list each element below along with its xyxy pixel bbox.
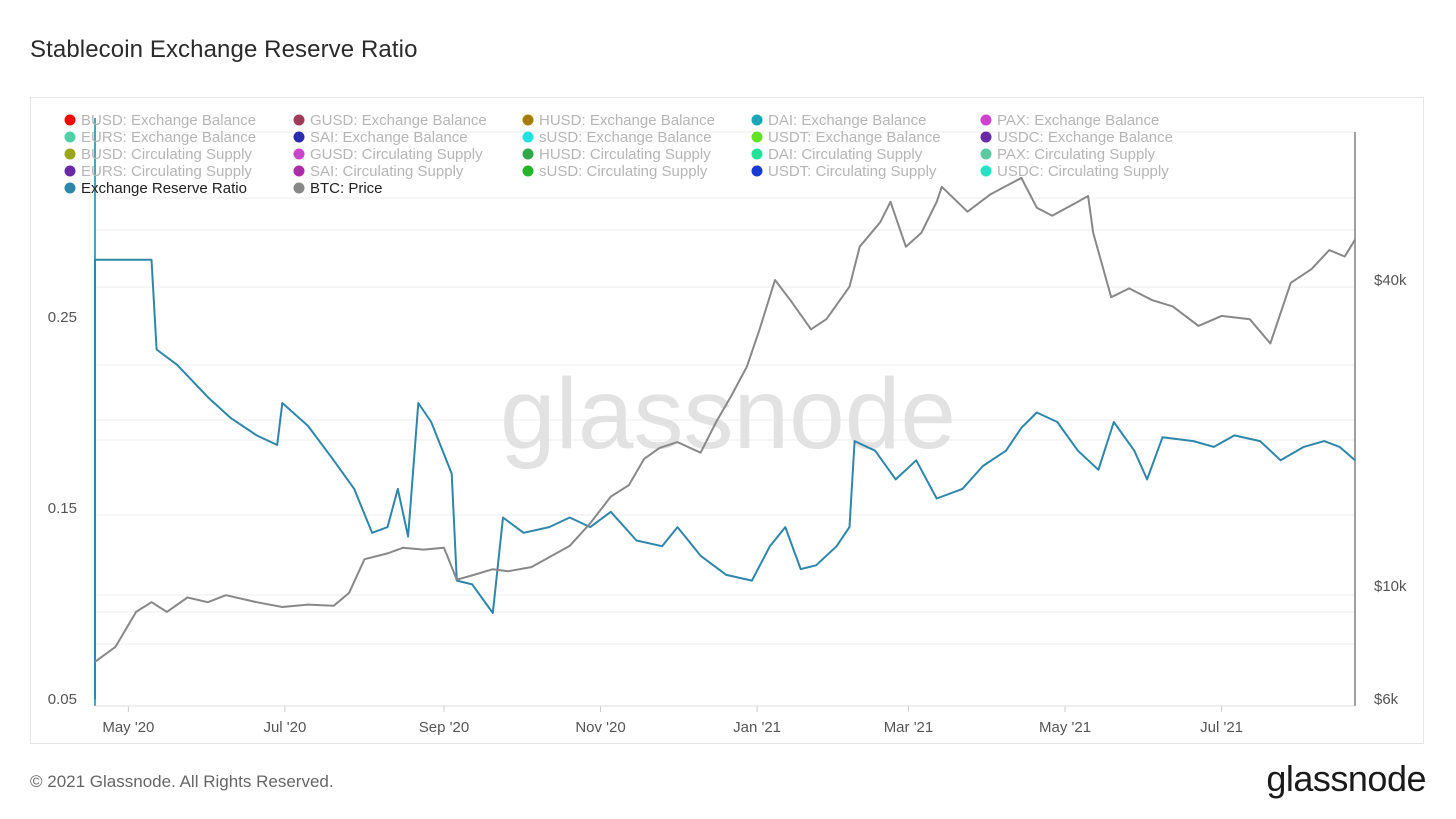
legend-item[interactable]: GUSD: Circulating Supply <box>293 146 484 163</box>
legend-swatch <box>293 131 305 143</box>
x-tick-label: Jan '21 <box>733 719 781 736</box>
legend-label: sUSD: Circulating Supply <box>539 163 708 180</box>
legend-swatch <box>751 148 763 160</box>
legend-swatch <box>293 114 305 126</box>
legend-item[interactable]: USDT: Circulating Supply <box>751 163 937 180</box>
x-tick-label: Jul '21 <box>1200 719 1243 736</box>
legend-swatch <box>293 182 305 194</box>
legend-item[interactable]: EURS: Circulating Supply <box>64 163 253 180</box>
legend-item[interactable]: BUSD: Exchange Balance <box>64 112 257 129</box>
y-right-tick-label: $40k <box>1374 272 1407 289</box>
legend-item[interactable]: USDT: Exchange Balance <box>751 129 941 146</box>
legend-item[interactable]: HUSD: Exchange Balance <box>522 112 715 129</box>
legend-label: DAI: Circulating Supply <box>768 146 923 163</box>
legend-label: GUSD: Exchange Balance <box>310 112 487 129</box>
chart-frame <box>30 97 1424 744</box>
legend-label: EURS: Circulating Supply <box>81 163 252 180</box>
legend-item[interactable]: BUSD: Circulating Supply <box>64 146 253 163</box>
y-right-tick-label: $6k <box>1374 691 1399 708</box>
legend-swatch <box>293 148 305 160</box>
legend-label: PAX: Circulating Supply <box>997 146 1156 163</box>
y-right-tick-label: $10k <box>1374 578 1407 595</box>
legend-item[interactable]: USDC: Circulating Supply <box>980 163 1170 180</box>
watermark: glassnode <box>500 358 956 470</box>
legend-item[interactable]: SAI: Exchange Balance <box>293 129 468 146</box>
legend-label: sUSD: Exchange Balance <box>539 129 712 146</box>
series-exchange-reserve-ratio <box>94 258 1356 699</box>
legend-label: GUSD: Circulating Supply <box>310 146 483 163</box>
legend-label: USDC: Circulating Supply <box>997 163 1169 180</box>
series-btc-price <box>94 176 1356 663</box>
legend-swatch <box>64 165 76 177</box>
legend-swatch <box>293 165 305 177</box>
x-axis-ticks: May '20 Jul '20 Sep '20 Nov '20 Jan '21 Mar '… <box>102 706 1243 736</box>
legend-swatch <box>522 114 534 126</box>
legend-item[interactable]: PAX: Exchange Balance <box>980 112 1160 129</box>
legend-item[interactable]: Exchange Reserve Ratio <box>64 180 247 197</box>
legend-item[interactable]: GUSD: Exchange Balance <box>293 112 487 129</box>
legend-item[interactable]: EURS: Exchange Balance <box>64 129 257 146</box>
x-tick-label: Nov '20 <box>575 719 625 736</box>
legend-label: SAI: Circulating Supply <box>310 163 464 180</box>
x-tick-label: Sep '20 <box>419 719 469 736</box>
legend-item[interactable]: HUSD: Circulating Supply <box>522 146 712 163</box>
legend-swatch <box>751 131 763 143</box>
grid-lines <box>95 131 1355 645</box>
y-axis-left: 0.25 0.15 0.05 <box>48 309 77 708</box>
y-left-tick-label: 0.05 <box>48 691 77 708</box>
legend-swatch <box>751 114 763 126</box>
legend-item[interactable]: DAI: Exchange Balance <box>751 112 927 129</box>
legend-label: BUSD: Circulating Supply <box>81 146 252 163</box>
legend-label: DAI: Exchange Balance <box>768 112 926 129</box>
legend-swatch <box>980 165 992 177</box>
legend-label: USDT: Circulating Supply <box>768 163 937 180</box>
legend-label: PAX: Exchange Balance <box>997 112 1159 129</box>
legend: BUSD: Exchange Balance GUSD: Exchange Bal… <box>64 112 1173 197</box>
legend-item[interactable]: PAX: Circulating Supply <box>980 146 1156 163</box>
legend-swatch <box>522 148 534 160</box>
legend-item[interactable]: sUSD: Circulating Supply <box>522 163 708 180</box>
legend-swatch <box>64 182 76 194</box>
legend-swatch <box>751 165 763 177</box>
y-left-tick-label: 0.15 <box>48 500 77 517</box>
legend-swatch <box>64 148 76 160</box>
legend-label: HUSD: Circulating Supply <box>539 146 711 163</box>
legend-swatch <box>980 131 992 143</box>
legend-swatch <box>980 114 992 126</box>
legend-label: HUSD: Exchange Balance <box>539 112 715 129</box>
legend-label: USDC: Exchange Balance <box>997 129 1173 146</box>
x-tick-label: Mar '21 <box>884 719 934 736</box>
legend-swatch <box>522 131 534 143</box>
legend-swatch <box>64 131 76 143</box>
legend-label: BTC: Price <box>310 180 383 197</box>
legend-swatch <box>522 165 534 177</box>
legend-item[interactable]: USDC: Exchange Balance <box>980 129 1173 146</box>
series-layer <box>94 176 1356 699</box>
legend-label: USDT: Exchange Balance <box>768 129 941 146</box>
legend-swatch <box>64 114 76 126</box>
y-left-tick-label: 0.25 <box>48 309 77 326</box>
x-tick-label: May '20 <box>102 719 154 736</box>
legend-label: BUSD: Exchange Balance <box>81 112 256 129</box>
legend-item[interactable]: SAI: Circulating Supply <box>293 163 464 180</box>
x-tick-label: May '21 <box>1039 719 1091 736</box>
legend-label: SAI: Exchange Balance <box>310 129 468 146</box>
legend-label: Exchange Reserve Ratio <box>81 180 247 197</box>
legend-swatch <box>980 148 992 160</box>
x-tick-label: Jul '20 <box>263 719 306 736</box>
legend-label: EURS: Exchange Balance <box>81 129 256 146</box>
legend-item[interactable]: BTC: Price <box>293 180 383 197</box>
copyright: © 2021 Glassnode. All Rights Reserved. <box>30 772 334 791</box>
y-axis-right: $40k $10k $6k <box>1374 272 1407 708</box>
brand-logo: glassnode <box>1266 758 1426 799</box>
legend-item[interactable]: DAI: Circulating Supply <box>751 146 923 163</box>
legend-item[interactable]: sUSD: Exchange Balance <box>522 129 712 146</box>
page-title: Stablecoin Exchange Reserve Ratio <box>30 36 418 63</box>
